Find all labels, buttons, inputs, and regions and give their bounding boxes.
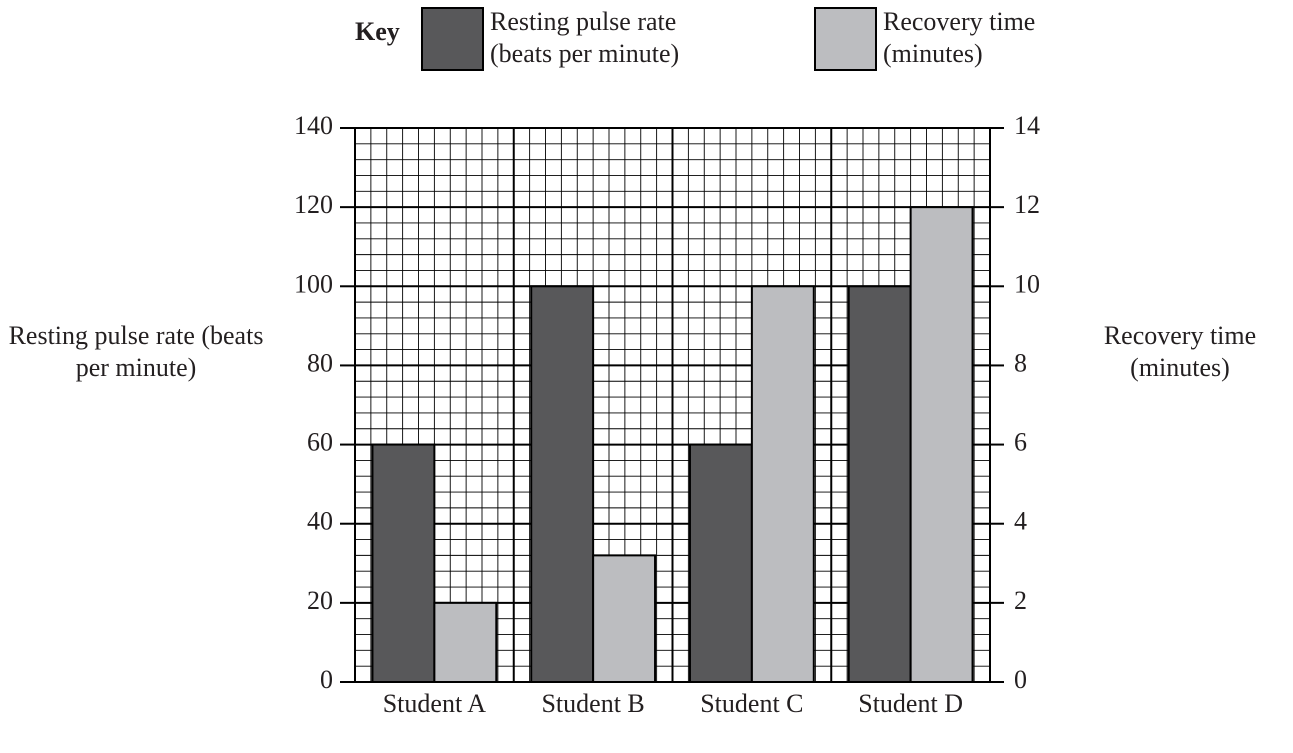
bar (750, 285, 815, 683)
y-tick-label: 0 (320, 665, 333, 694)
y2-tick-label: 6 (1014, 428, 1027, 457)
y-tick-label: 20 (307, 586, 333, 615)
plot-frame (354, 127, 991, 683)
y2-tick-label: 12 (1014, 190, 1040, 219)
x-tick-label: Student B (541, 689, 645, 718)
bar (530, 285, 595, 683)
bar (909, 206, 974, 683)
y2-tick-label: 10 (1014, 269, 1040, 298)
legend-label: Resting pulse rate (beats per minute) (490, 7, 680, 68)
bar (433, 601, 498, 683)
y-tick-label: 140 (294, 111, 333, 140)
y2-tick-label: 4 (1014, 507, 1027, 536)
bar (371, 443, 436, 684)
y-tick-label: 100 (294, 269, 333, 298)
x-tick-label: Student C (700, 689, 804, 718)
y-axis-label: Resting pulse rate (beats per minute) (8, 321, 264, 382)
x-tick-label: Student D (858, 689, 963, 718)
legend-label: Recovery time (minutes) (883, 7, 1036, 68)
bar (847, 285, 912, 683)
bar (688, 443, 753, 684)
legend-title: Key (355, 17, 400, 46)
y2-tick-label: 0 (1014, 665, 1027, 694)
y-tick-label: 60 (307, 428, 333, 457)
y2-tick-label: 2 (1014, 586, 1027, 615)
legend-swatch (814, 7, 877, 71)
y2-axis-label: Recovery time (minutes) (1103, 321, 1257, 382)
bar (592, 554, 657, 683)
y-tick-label: 120 (294, 190, 333, 219)
x-tick-label: Student A (382, 689, 487, 718)
y-tick-label: 80 (307, 348, 333, 377)
y2-tick-label: 8 (1014, 348, 1027, 377)
y2-tick-label: 14 (1014, 111, 1040, 140)
legend-swatch (421, 7, 484, 71)
y-tick-label: 40 (307, 507, 333, 536)
